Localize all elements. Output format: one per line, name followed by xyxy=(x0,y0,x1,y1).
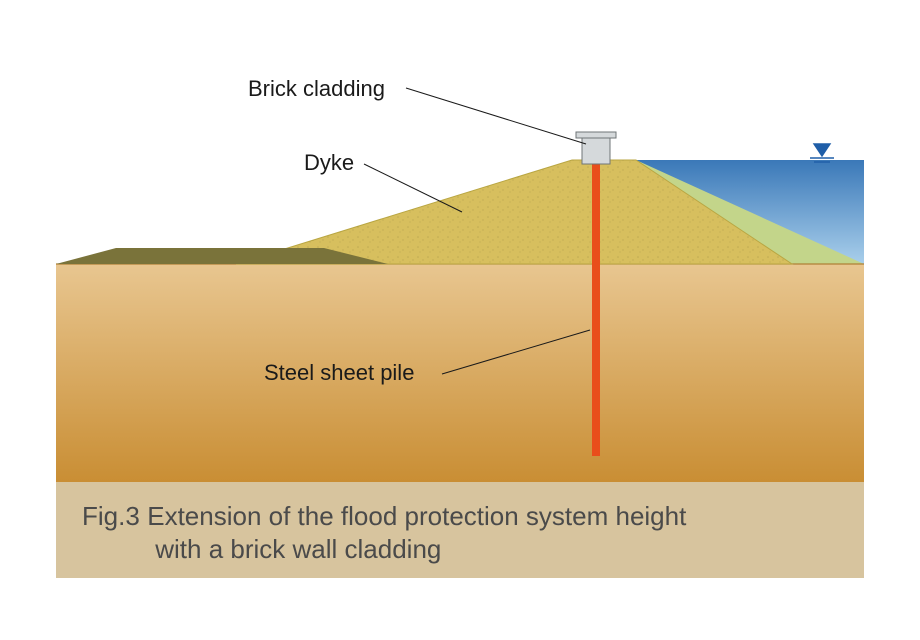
steel-sheet-pile xyxy=(592,146,600,456)
label-brick-cladding: Brick cladding xyxy=(248,76,385,102)
figure-frame: Brick cladding Dyke Steel sheet pile Fig… xyxy=(56,64,864,578)
water-level-icon xyxy=(810,144,834,162)
brick-cladding xyxy=(576,132,616,164)
soil-layer xyxy=(56,264,864,482)
caption-line-2: with a brick wall cladding xyxy=(155,534,441,564)
figure-number: Fig.3 xyxy=(82,500,140,533)
label-dyke: Dyke xyxy=(304,150,354,176)
diagram-panel: Brick cladding Dyke Steel sheet pile xyxy=(56,64,864,482)
cross-section-svg xyxy=(56,64,864,482)
caption-line-1: Extension of the flood protection system… xyxy=(147,501,686,531)
figure-caption: Fig.3 Extension of the flood protection … xyxy=(82,500,842,565)
label-steel-pile: Steel sheet pile xyxy=(264,360,414,386)
page-root: Brick cladding Dyke Steel sheet pile Fig… xyxy=(0,0,920,640)
